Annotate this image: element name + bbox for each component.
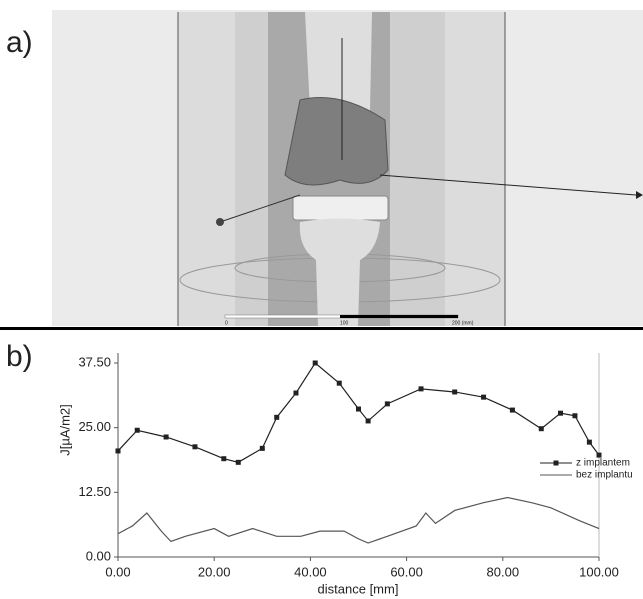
render-panel: 0 100 200 (mm) a) xyxy=(6,10,643,326)
x-tick-label: 40.00 xyxy=(294,564,327,579)
marker xyxy=(221,456,227,462)
marker xyxy=(558,410,564,416)
marker xyxy=(356,406,361,412)
y-tick-label: 12.50 xyxy=(78,484,111,499)
marker xyxy=(384,401,390,407)
legend-marker xyxy=(553,460,559,466)
y-axis-label: J[µA/m2] xyxy=(57,404,72,456)
marker xyxy=(538,426,544,432)
marker xyxy=(235,459,241,465)
panel-label: b) xyxy=(6,340,33,373)
y-tick-label: 37.50 xyxy=(78,354,111,369)
marker xyxy=(115,448,121,454)
femur xyxy=(305,12,372,110)
x-tick-label: 100.00 xyxy=(579,564,619,579)
marker xyxy=(192,444,198,450)
x-tick-label: 80.00 xyxy=(487,564,520,579)
marker xyxy=(163,434,169,440)
panel-label: a) xyxy=(6,26,33,59)
x-tick-label: 0.00 xyxy=(105,564,130,579)
femoral-implant xyxy=(284,97,389,186)
marker xyxy=(586,439,592,445)
probe-point xyxy=(216,218,224,226)
legend-label: bez implantu xyxy=(576,470,633,481)
series-line xyxy=(117,362,600,463)
marker xyxy=(509,407,515,413)
marker xyxy=(365,418,371,424)
arrow-head xyxy=(636,191,643,199)
separator xyxy=(0,327,643,330)
x-tick-label: 20.00 xyxy=(198,564,231,579)
marker xyxy=(134,427,140,433)
marker xyxy=(596,452,602,458)
marker xyxy=(259,445,265,451)
scale-bar-section xyxy=(340,315,458,318)
marker xyxy=(481,394,487,400)
vector-line xyxy=(379,174,637,196)
marker xyxy=(274,414,280,420)
scale-label: 200 (mm) xyxy=(452,320,474,326)
marker xyxy=(452,389,458,395)
tibia xyxy=(299,218,380,326)
scale-label: 0 xyxy=(225,320,228,326)
marker xyxy=(312,360,318,366)
probe-line xyxy=(219,194,301,223)
y-tick-label: 25.00 xyxy=(78,419,111,434)
x-axis-label: distance [mm] xyxy=(318,581,399,596)
scale-label: 100 xyxy=(340,320,349,326)
y-tick-label: 0.00 xyxy=(86,548,111,563)
x-tick-label: 60.00 xyxy=(390,564,423,579)
marker xyxy=(336,380,342,386)
marker xyxy=(572,413,578,419)
legend-label: z implantem xyxy=(576,458,630,469)
tibial-plate xyxy=(292,195,389,221)
marker xyxy=(293,390,299,396)
series-line xyxy=(117,496,600,544)
marker xyxy=(418,386,424,392)
